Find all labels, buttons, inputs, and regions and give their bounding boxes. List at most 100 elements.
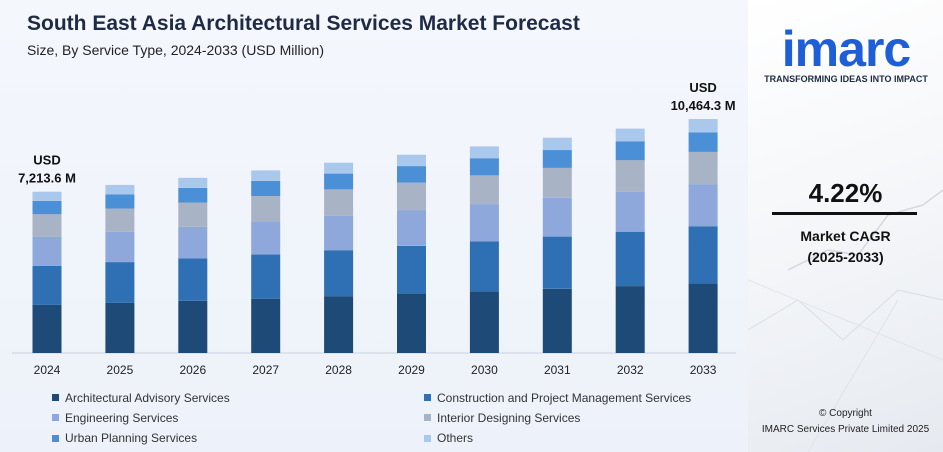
x-tick-label: 2024 bbox=[34, 363, 61, 377]
legend-label: Engineering Services bbox=[65, 410, 179, 425]
x-tick-label: 2026 bbox=[179, 363, 206, 377]
bar-segment-2027-4 bbox=[251, 196, 281, 222]
legend-label: Construction and Project Management Serv… bbox=[437, 390, 692, 405]
bar-segment-2024-2 bbox=[32, 265, 62, 305]
bar-segment-2032-3 bbox=[615, 191, 645, 232]
bar-segment-2025-4 bbox=[105, 208, 135, 232]
bar-segment-2031-6 bbox=[542, 137, 572, 151]
bar-segment-2028-4 bbox=[324, 189, 354, 216]
bar-segment-2030-1 bbox=[469, 291, 499, 353]
bar-segment-2028-5 bbox=[324, 173, 354, 190]
bar-segment-2027-5 bbox=[251, 180, 281, 197]
bar-segment-2033-1 bbox=[688, 283, 718, 353]
legend-item: Urban Planning Services bbox=[52, 429, 424, 448]
legend-label: Urban Planning Services bbox=[65, 431, 198, 446]
x-tick-label: 2025 bbox=[107, 363, 134, 377]
bar-segment-2028-1 bbox=[324, 296, 354, 353]
bar-segment-2031-1 bbox=[542, 288, 572, 353]
x-tick-label: 2032 bbox=[617, 363, 644, 377]
legend-swatch bbox=[424, 414, 431, 422]
bar-segment-2031-4 bbox=[542, 167, 572, 198]
bar-segment-2033-5 bbox=[688, 132, 718, 152]
copyright-company: IMARC Services Private Limited 2025 bbox=[761, 424, 930, 435]
legend-swatch bbox=[52, 434, 59, 442]
x-tick-label: 2028 bbox=[325, 363, 352, 377]
x-tick-label: 2029 bbox=[398, 363, 425, 377]
bar-segment-2029-3 bbox=[397, 210, 426, 246]
bar-segment-2027-6 bbox=[251, 170, 281, 181]
x-tick-label: 2030 bbox=[471, 363, 498, 377]
bar-segment-2026-5 bbox=[178, 187, 208, 203]
chart-panel: South East Asia Architectural Services M… bbox=[0, 0, 748, 452]
bar-segment-2032-1 bbox=[615, 286, 645, 353]
bar-segment-2025-6 bbox=[105, 184, 135, 195]
legend-swatch bbox=[52, 414, 59, 422]
legend-swatch bbox=[424, 434, 431, 442]
total-annotation-value: 7,213.6 M bbox=[18, 171, 76, 186]
total-annotation-value: 10,464.3 M bbox=[671, 98, 736, 113]
legend-item: Architectural Advisory Services bbox=[52, 388, 424, 407]
bar-segment-2026-1 bbox=[178, 300, 208, 353]
chart-subtitle: Size, By Service Type, 2024-2033 (USD Mi… bbox=[27, 42, 324, 58]
bar-segment-2028-6 bbox=[324, 162, 354, 174]
bar-segment-2029-4 bbox=[397, 182, 426, 211]
bar-segment-2030-5 bbox=[469, 158, 499, 176]
bar-segment-2033-4 bbox=[688, 151, 718, 185]
bar-segment-2031-3 bbox=[542, 197, 572, 237]
bar-segment-2032-4 bbox=[615, 160, 645, 192]
bar-segment-2027-1 bbox=[251, 298, 281, 353]
bar-segment-2026-6 bbox=[178, 177, 208, 188]
background-graph-decoration bbox=[748, 189, 943, 452]
bar-segment-2032-6 bbox=[615, 128, 645, 142]
chart-legend: Architectural Advisory Services Construct… bbox=[52, 388, 742, 448]
brand-tagline: TRANSFORMING IDEAS INTO IMPACT bbox=[764, 74, 928, 84]
bar-segment-2030-3 bbox=[469, 204, 499, 242]
x-tick-label: 2033 bbox=[690, 363, 717, 377]
stacked-bar-chart: 2024 2025 2026 2027 2028 2029 2030 2031 2032 2033… bbox=[12, 80, 736, 377]
x-tick-label: 2031 bbox=[544, 363, 571, 377]
bar-segment-2026-2 bbox=[178, 258, 208, 301]
bar-segment-2028-3 bbox=[324, 215, 354, 251]
bar-segment-2024-3 bbox=[32, 236, 62, 266]
cagr-divider bbox=[772, 212, 917, 215]
legend-item: Engineering Services bbox=[52, 408, 424, 427]
bar-segment-2024-1 bbox=[32, 304, 62, 353]
bar-segment-2025-1 bbox=[105, 302, 135, 353]
bar-segment-2030-2 bbox=[469, 241, 499, 292]
cagr-label-block: Market CAGR (2025-2033) bbox=[748, 226, 943, 268]
bar-segment-2025-2 bbox=[105, 262, 135, 303]
bar-segment-2029-2 bbox=[397, 245, 426, 294]
bar-segment-2024-5 bbox=[32, 200, 62, 215]
bar-segment-2024-4 bbox=[32, 214, 62, 237]
cagr-label: Market CAGR bbox=[800, 228, 891, 244]
brand-sidebar: imarc TRANSFORMING IDEAS INTO IMPACT 4.2… bbox=[748, 0, 943, 452]
bar-segment-2029-6 bbox=[397, 154, 426, 167]
bar-segment-2033-6 bbox=[688, 119, 718, 133]
bar-segment-2033-3 bbox=[688, 184, 718, 227]
bar-segment-2026-3 bbox=[178, 226, 208, 259]
legend-label: Interior Designing Services bbox=[437, 410, 581, 425]
bar-segment-2026-4 bbox=[178, 202, 208, 227]
legend-swatch bbox=[424, 394, 431, 401]
bar-segment-2030-4 bbox=[469, 175, 499, 205]
cagr-value: 4.22% bbox=[808, 178, 883, 208]
bar-segment-2025-3 bbox=[105, 231, 135, 263]
legend-item: Interior Designing Services bbox=[424, 408, 742, 427]
bar-segment-2031-5 bbox=[542, 150, 572, 168]
x-tick-label: 2027 bbox=[252, 363, 279, 377]
legend-label: Architectural Advisory Services bbox=[65, 390, 230, 405]
cagr-period: (2025-2033) bbox=[807, 249, 884, 265]
bar-segment-2025-5 bbox=[105, 194, 135, 209]
bar-segment-2033-2 bbox=[688, 226, 718, 284]
chart-title: South East Asia Architectural Services M… bbox=[27, 12, 580, 35]
bar-segment-2024-6 bbox=[32, 191, 62, 201]
bar-segment-2027-2 bbox=[251, 254, 281, 299]
total-annotation-currency: USD bbox=[33, 153, 60, 168]
bar-segment-2027-3 bbox=[251, 221, 281, 255]
legend-label: Others bbox=[437, 431, 474, 446]
legend-swatch bbox=[52, 394, 59, 401]
bar-segment-2032-2 bbox=[615, 231, 645, 287]
total-annotation-currency: USD bbox=[689, 80, 716, 95]
bar-segment-2029-1 bbox=[397, 294, 426, 353]
bar-segment-2030-6 bbox=[469, 146, 499, 159]
